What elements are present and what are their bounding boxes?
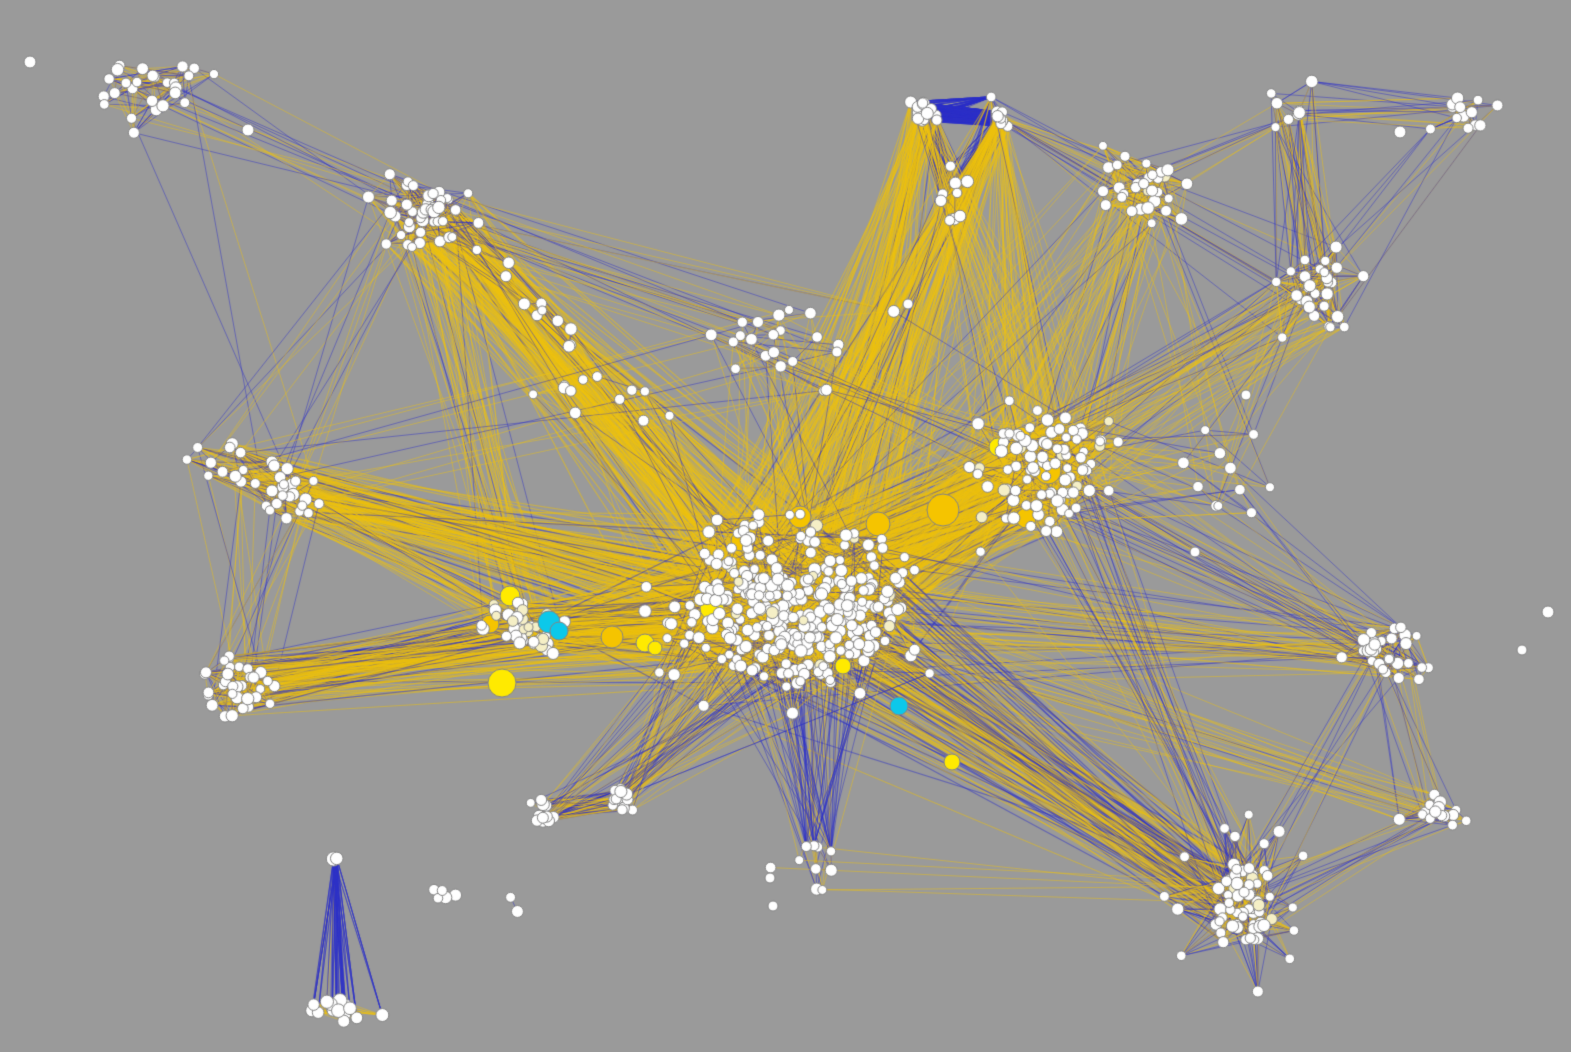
network-graph-canvas[interactable] (0, 0, 1571, 1052)
graph-viewport (0, 0, 1571, 1052)
